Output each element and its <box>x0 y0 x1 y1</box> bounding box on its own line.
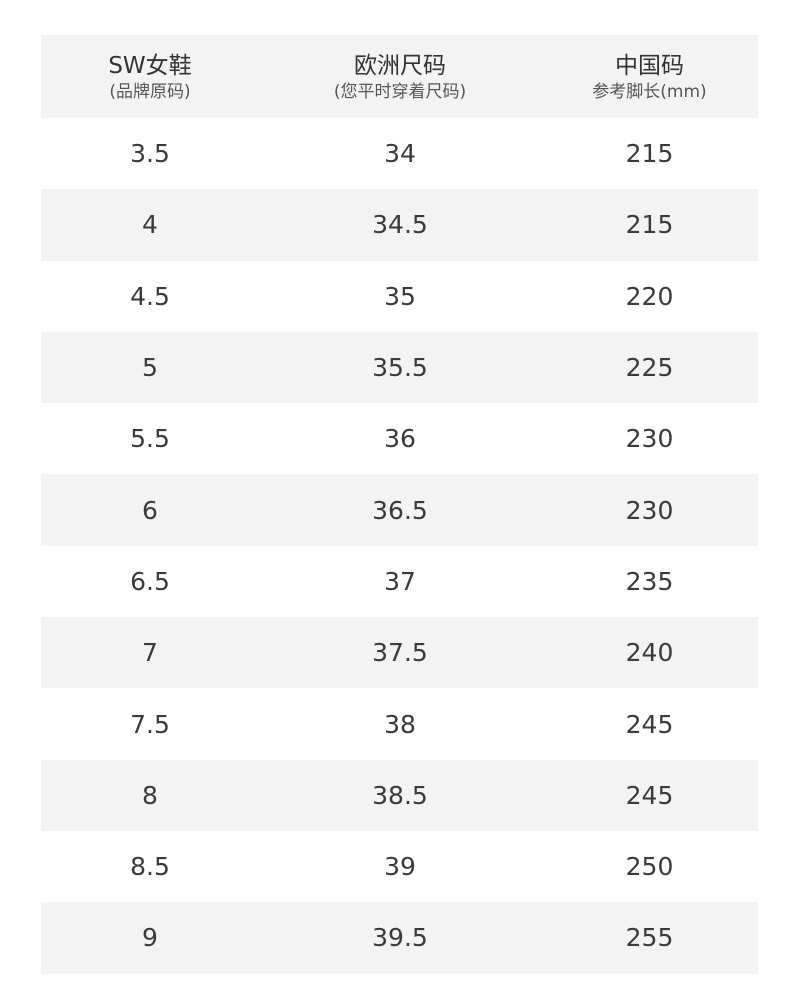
eu-size-cell: 39 <box>384 852 416 882</box>
eu-size-cell: 34.5 <box>372 210 428 240</box>
table-header: SW女鞋 (品牌原码) 欧洲尺码 (您平时穿着尺码) 中国码 参考脚长(mm) <box>41 35 758 118</box>
cn-size-cell: 230 <box>625 495 674 525</box>
sw-size-cell: 5 <box>142 353 158 383</box>
eu-size-cell: 35 <box>384 281 416 311</box>
sw-size-cell: 6 <box>142 495 158 525</box>
cn-size-cell: 240 <box>625 638 674 668</box>
table-row: 9 39.5 255 <box>41 902 758 974</box>
cn-size-cell: 235 <box>625 566 674 596</box>
eu-size-cell: 35.5 <box>372 353 428 383</box>
header-title: 欧洲尺码 <box>354 52 446 79</box>
eu-size-cell: 36 <box>384 424 416 454</box>
header-subtitle: (品牌原码) <box>109 81 191 102</box>
sw-size-cell: 8 <box>142 780 158 810</box>
eu-size-cell: 37 <box>384 566 416 596</box>
eu-size-cell: 39.5 <box>372 923 428 953</box>
table-row: 4.5 35 220 <box>41 261 758 332</box>
cn-size-cell: 225 <box>625 353 674 383</box>
sw-size-cell: 7 <box>142 638 158 668</box>
table-row: 5 35.5 225 <box>41 331 758 404</box>
cn-size-cell: 245 <box>625 709 674 739</box>
sw-size-cell: 7.5 <box>130 709 170 739</box>
cn-size-cell: 220 <box>625 281 674 311</box>
cn-size-cell: 255 <box>625 923 674 953</box>
header-subtitle: (您平时穿着尺码) <box>333 81 467 102</box>
table-row: 7 37.5 240 <box>41 617 758 689</box>
eu-size-cell: 38.5 <box>372 780 428 810</box>
sw-size-cell: 5.5 <box>130 424 170 454</box>
eu-size-cell: 37.5 <box>372 638 428 668</box>
header-subtitle: 参考脚长(mm) <box>592 81 707 102</box>
eu-size-cell: 38 <box>384 709 416 739</box>
size-chart-table: SW女鞋 (品牌原码) 欧洲尺码 (您平时穿着尺码) 中国码 参考脚长(mm) … <box>41 35 758 974</box>
cn-size-cell: 230 <box>625 424 674 454</box>
table-row: 4 34.5 215 <box>41 189 758 261</box>
table-row: 3.5 34 215 <box>41 118 758 189</box>
table-row: 5.5 36 230 <box>41 403 758 474</box>
table-row: 6.5 37 235 <box>41 546 758 617</box>
cn-size-cell: 245 <box>625 780 674 810</box>
sw-size-cell: 8.5 <box>130 852 170 882</box>
header-title: SW女鞋 <box>108 52 192 79</box>
cn-size-cell: 250 <box>625 852 674 882</box>
header-cell-cn-size: 中国码 参考脚长(mm) <box>541 51 758 103</box>
table-row: 7.5 38 245 <box>41 688 758 759</box>
header-cell-sw-size: SW女鞋 (品牌原码) <box>41 51 259 103</box>
table-row: 6 36.5 230 <box>41 474 758 546</box>
header-title: 中国码 <box>615 52 684 79</box>
sw-size-cell: 9 <box>142 923 158 953</box>
header-cell-eu-size: 欧洲尺码 (您平时穿着尺码) <box>259 51 541 103</box>
cn-size-cell: 215 <box>625 139 674 169</box>
sw-size-cell: 4.5 <box>130 281 170 311</box>
table-row: 8 38.5 245 <box>41 759 758 831</box>
cn-size-cell: 215 <box>625 210 674 240</box>
table-row: 8.5 39 250 <box>41 831 758 902</box>
sw-size-cell: 4 <box>142 210 158 240</box>
eu-size-cell: 36.5 <box>372 495 428 525</box>
sw-size-cell: 6.5 <box>130 566 170 596</box>
table-body: 3.5 34 215 4 34.5 215 4.5 35 220 5 35.5 225 5.5 36 230… <box>41 118 758 974</box>
sw-size-cell: 3.5 <box>130 139 170 169</box>
eu-size-cell: 34 <box>384 139 416 169</box>
